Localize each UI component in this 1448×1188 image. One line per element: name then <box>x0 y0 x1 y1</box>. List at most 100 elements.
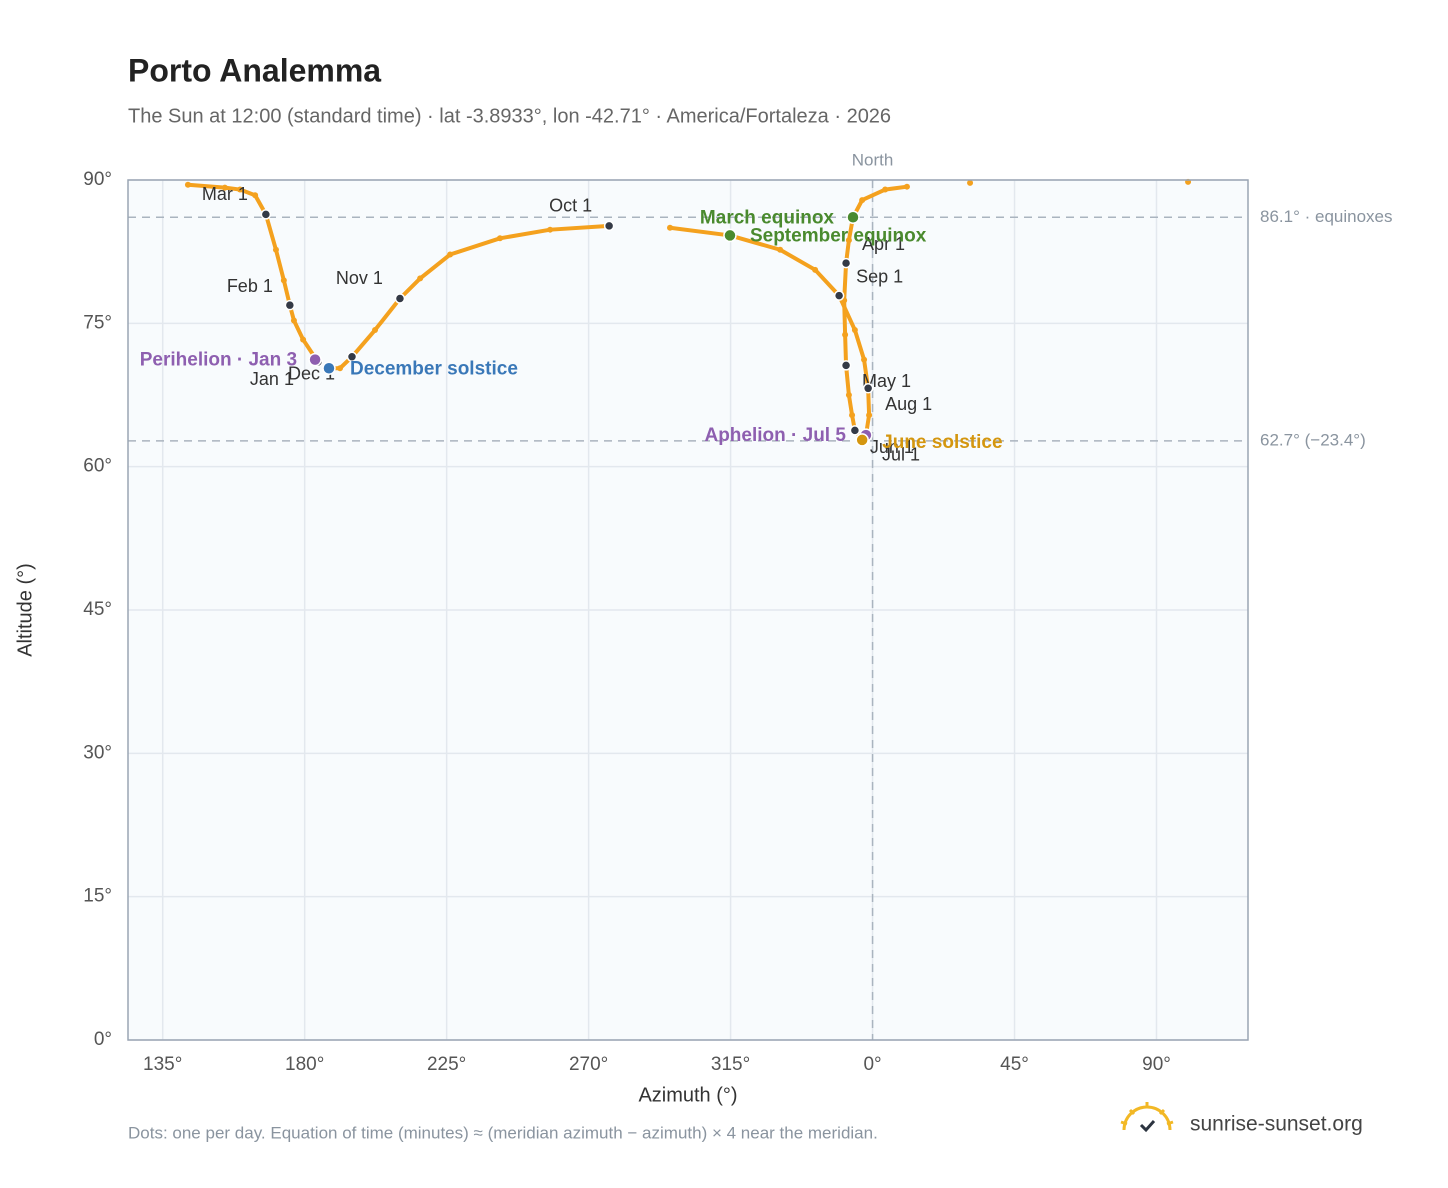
day-dot <box>861 356 868 363</box>
y-tick-label: 30° <box>83 742 112 763</box>
day-dot <box>967 179 974 186</box>
marker-label: Jun 1 <box>870 437 914 457</box>
marker-label: May 1 <box>862 371 911 391</box>
day-dot <box>252 192 259 199</box>
day-dot <box>496 235 503 242</box>
day-dot <box>845 392 852 398</box>
analemma-segment <box>185 182 227 190</box>
y-tick-label: 75° <box>83 312 112 333</box>
day-dot <box>851 327 858 334</box>
marker-label: Perihelion · Jan 3 <box>140 350 297 371</box>
analemma-segment <box>373 296 402 333</box>
analemma-segment <box>778 247 818 272</box>
analemma-segment <box>846 393 855 418</box>
marker-label: Jan 1 <box>250 369 294 389</box>
date-marker <box>862 383 874 394</box>
brand-name: sunrise-sunset.org <box>1190 1113 1363 1136</box>
y-axis-label: Altitude (°) <box>14 563 36 657</box>
analemma-segment <box>263 212 278 252</box>
day-dot <box>859 197 866 204</box>
marker-label: Sep 1 <box>856 266 903 286</box>
day-dot <box>280 277 287 284</box>
analemma-segment <box>813 267 842 298</box>
analemma-segment <box>727 233 783 252</box>
date-marker <box>833 290 845 301</box>
marker-label: Aphelion · Jul 5 <box>704 425 846 446</box>
marker-label: Apr 1 <box>862 234 905 254</box>
day-dot <box>777 246 784 253</box>
day-dot <box>417 275 424 282</box>
reference-label: 62.7° (−23.4°) <box>1260 430 1366 449</box>
analemma-segment <box>497 227 553 241</box>
day-dot <box>290 317 297 324</box>
marker-label: March equinox <box>700 207 835 228</box>
date-marker <box>855 433 869 447</box>
marker-label: September equinox <box>750 225 927 246</box>
day-dot <box>866 412 873 419</box>
x-axis-label: Azimuth (°) <box>638 1084 737 1106</box>
analemma-segment <box>448 236 502 257</box>
analemma-segment <box>852 328 867 362</box>
date-marker <box>846 210 860 225</box>
analemma-segment <box>860 187 888 203</box>
analemma-segment <box>291 318 306 342</box>
date-marker <box>322 361 336 375</box>
plot-border <box>127 179 1249 1041</box>
analemma-segment <box>668 225 732 238</box>
analemma-segment <box>883 184 909 192</box>
x-tick-label: 315° <box>711 1054 750 1075</box>
marker-label: Nov 1 <box>336 268 383 288</box>
marker-label: Aug 1 <box>885 394 932 414</box>
date-marker <box>308 352 322 367</box>
date-marker <box>284 299 296 311</box>
marker-label: December solstice <box>350 358 518 379</box>
date-marker <box>394 293 406 304</box>
marker-label: Feb 1 <box>227 276 273 296</box>
day-dot <box>845 237 852 244</box>
date-marker <box>723 228 737 243</box>
y-tick-label: 60° <box>83 456 112 477</box>
x-tick-label: 90° <box>1142 1054 1171 1075</box>
x-tick-label: 225° <box>427 1054 466 1075</box>
marker-label: Mar 1 <box>202 184 248 204</box>
date-marker <box>840 360 852 371</box>
x-tick-label: 0° <box>863 1054 881 1075</box>
meridian-label: North <box>852 150 894 169</box>
chart-title: Porto Analemma <box>128 52 381 88</box>
day-dot <box>667 224 674 231</box>
date-marker <box>260 209 272 220</box>
day-dot <box>842 331 849 338</box>
y-tick-label: 0° <box>94 1029 112 1050</box>
day-dot <box>849 412 856 419</box>
x-tick-label: 135° <box>143 1054 182 1075</box>
day-dot <box>447 251 454 258</box>
date-marker <box>840 257 852 269</box>
day-dot <box>547 226 554 233</box>
analemma-segment <box>418 252 453 281</box>
analemma-segment <box>350 328 378 359</box>
y-tick-label: 15° <box>83 886 112 907</box>
date-marker <box>603 220 615 232</box>
day-dot <box>300 336 307 343</box>
day-dot <box>337 365 344 372</box>
reference-label: 86.1° · equinoxes <box>1260 207 1393 226</box>
date-marker <box>849 425 861 436</box>
marker-label: June solstice <box>882 432 1002 453</box>
day-dot <box>372 327 379 334</box>
day-dot <box>237 186 243 193</box>
brand-logo <box>1120 1102 1174 1133</box>
marker-label: Jul 1 <box>882 445 920 465</box>
analemma-segment <box>842 261 849 303</box>
y-tick-label: 45° <box>83 599 112 620</box>
x-tick-label: 45° <box>1000 1054 1029 1075</box>
footnote: Dots: one per day. Equation of time (min… <box>128 1123 878 1142</box>
day-dot <box>221 184 228 191</box>
chart-subtitle: The Sun at 12:00 (standard time) · lat -… <box>128 105 891 127</box>
x-tick-label: 270° <box>569 1054 608 1075</box>
day-dot <box>272 246 279 253</box>
day-dot <box>882 186 889 193</box>
day-dot <box>903 183 910 190</box>
date-marker <box>346 351 358 363</box>
analemma-segment <box>548 223 612 232</box>
analemma-segment <box>273 247 286 283</box>
